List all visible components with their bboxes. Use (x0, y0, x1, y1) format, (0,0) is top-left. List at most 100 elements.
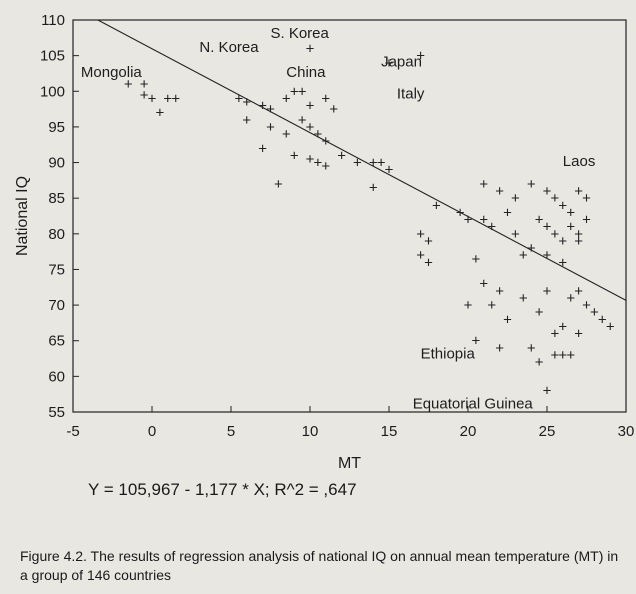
country-annotation: China (286, 64, 326, 81)
x-tick-label: 10 (302, 423, 319, 440)
x-tick-label: 20 (460, 423, 477, 440)
data-point: + (424, 233, 433, 250)
data-point: + (385, 162, 394, 179)
data-point: + (456, 204, 465, 221)
y-tick-label: 55 (48, 404, 65, 421)
y-tick-label: 65 (48, 333, 65, 350)
x-tick-label: 15 (381, 423, 398, 440)
data-point: + (574, 283, 583, 300)
data-point: + (511, 226, 520, 243)
y-tick-label: 75 (48, 261, 65, 278)
data-point: + (527, 240, 536, 257)
data-point: + (543, 247, 552, 264)
data-point: + (369, 179, 378, 196)
data-point: + (558, 347, 567, 364)
data-point: + (148, 90, 157, 107)
x-tick-label: 0 (148, 423, 156, 440)
data-point: + (558, 233, 567, 250)
y-axis-label: National IQ (14, 176, 31, 256)
y-tick-label: 95 (48, 119, 65, 136)
data-point: + (479, 276, 488, 293)
data-point: + (242, 94, 251, 111)
data-point: + (337, 147, 346, 164)
data-point: + (290, 83, 299, 100)
y-tick-label: 70 (48, 297, 65, 314)
data-point: + (156, 105, 165, 122)
data-point: + (519, 247, 528, 264)
data-point: + (140, 76, 149, 93)
data-point: + (519, 290, 528, 307)
data-point: + (558, 254, 567, 271)
country-annotation: Japan (381, 53, 422, 70)
data-point: + (290, 147, 299, 164)
data-point: + (543, 283, 552, 300)
data-point: + (551, 226, 560, 243)
data-point: + (306, 151, 315, 168)
data-point: + (424, 254, 433, 271)
data-point: + (282, 90, 291, 107)
data-point: + (566, 347, 575, 364)
data-point: + (124, 76, 133, 93)
data-point: + (464, 297, 473, 314)
data-point: + (543, 219, 552, 236)
data-point: + (495, 340, 504, 357)
data-point: + (298, 83, 307, 100)
data-point: + (140, 87, 149, 104)
data-point: + (543, 183, 552, 200)
data-point: + (582, 297, 591, 314)
data-point: + (416, 226, 425, 243)
data-point: + (472, 333, 481, 350)
country-annotation: N. Korea (199, 39, 259, 56)
data-point: + (266, 101, 275, 118)
data-point: + (258, 98, 267, 115)
x-axis-label: MT (338, 455, 361, 472)
country-annotation: Ethiopia (421, 346, 476, 363)
data-point: + (321, 90, 330, 107)
data-point: + (242, 112, 251, 129)
data-point: + (527, 340, 536, 357)
data-point: + (369, 155, 378, 172)
data-point: + (258, 140, 267, 157)
data-point: + (535, 212, 544, 229)
data-point: + (432, 197, 441, 214)
data-point: + (558, 318, 567, 335)
figure-caption: Figure 4.2. The results of regression an… (20, 548, 619, 583)
data-point: + (282, 126, 291, 143)
data-point: + (543, 383, 552, 400)
data-point: + (298, 112, 307, 129)
data-point: + (503, 204, 512, 221)
data-point: + (582, 212, 591, 229)
data-point: + (590, 304, 599, 321)
data-point: + (321, 133, 330, 150)
data-point: + (163, 90, 172, 107)
y-tick-label: 60 (48, 368, 65, 385)
data-point: + (551, 326, 560, 343)
data-point: + (377, 155, 386, 172)
data-point: + (527, 176, 536, 193)
data-point: + (353, 155, 362, 172)
data-point: + (606, 318, 615, 335)
data-point: + (503, 311, 512, 328)
country-annotation: Equatorial Guinea (413, 395, 534, 412)
data-point: + (551, 347, 560, 364)
data-point: + (487, 297, 496, 314)
data-point: + (266, 119, 275, 136)
data-point: + (487, 219, 496, 236)
data-point: + (551, 190, 560, 207)
data-point: + (306, 98, 315, 115)
data-point: + (306, 119, 315, 136)
data-point: + (235, 90, 244, 107)
data-point: + (495, 283, 504, 300)
y-tick-label: 85 (48, 190, 65, 207)
data-point: + (321, 158, 330, 175)
x-tick-label: -5 (66, 423, 79, 440)
plot-frame (72, 19, 627, 413)
data-point: + (464, 212, 473, 229)
data-point: + (274, 176, 283, 193)
data-point: + (574, 183, 583, 200)
country-annotation: Laos (563, 153, 596, 170)
data-point: + (566, 204, 575, 221)
data-point: + (558, 197, 567, 214)
